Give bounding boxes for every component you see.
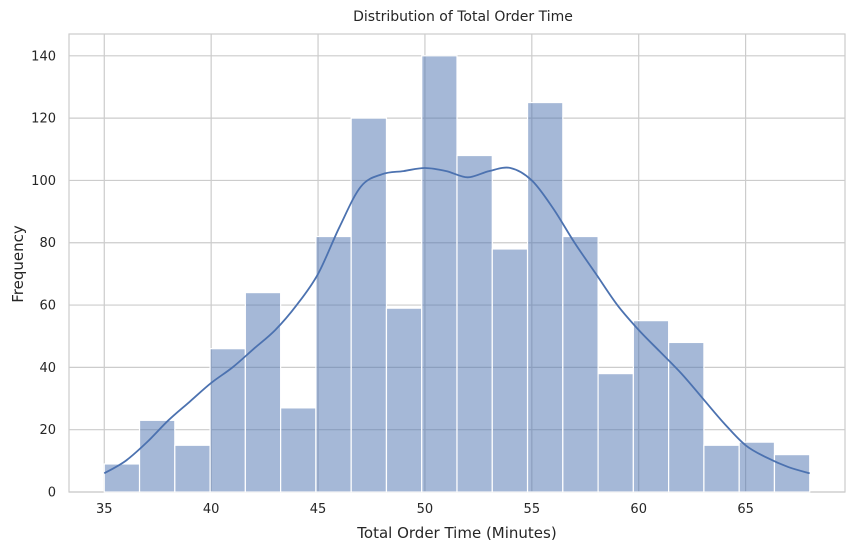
histogram-bar xyxy=(244,291,282,493)
y-tick-label: 80 xyxy=(39,236,56,251)
histogram-bar xyxy=(280,407,317,493)
histogram-bar xyxy=(526,101,564,493)
x-axis-label: Total Order Time (Minutes) xyxy=(356,524,556,542)
histogram-bar xyxy=(703,444,740,493)
histogram-bar xyxy=(209,348,246,493)
y-tick-label: 0 xyxy=(48,486,56,501)
y-tick-label: 40 xyxy=(39,361,56,376)
histogram-bar xyxy=(738,441,776,493)
kde-curve xyxy=(103,166,810,475)
x-tick-label: 35 xyxy=(96,502,113,517)
tick-labels: 0 20 40 60 80 100 120 140 35 40 45 50 55 60 65 xyxy=(31,49,754,517)
x-tick-label: 65 xyxy=(737,502,754,517)
histogram-bar xyxy=(491,248,529,493)
histogram-bars xyxy=(103,55,811,493)
y-tick-label: 60 xyxy=(39,299,56,314)
histogram-bar xyxy=(421,55,458,493)
histogram-bar xyxy=(773,454,811,493)
x-tick-label: 60 xyxy=(630,502,647,517)
y-tick-label: 20 xyxy=(39,423,56,438)
y-tick-label: 140 xyxy=(31,49,56,64)
histogram-bar xyxy=(385,307,423,493)
histogram-bar xyxy=(562,235,599,493)
histogram-bar xyxy=(632,320,670,493)
kde-curve-group xyxy=(103,166,810,475)
histogram-bar xyxy=(174,444,211,493)
histogram-bar xyxy=(597,373,634,493)
x-tick-label: 55 xyxy=(524,502,541,517)
chart-title: Distribution of Total Order Time xyxy=(353,9,573,25)
y-tick-label: 100 xyxy=(31,174,56,189)
x-tick-label: 40 xyxy=(203,502,220,517)
histogram-bar xyxy=(456,154,493,493)
x-tick-label: 50 xyxy=(417,502,434,517)
y-tick-label: 120 xyxy=(31,112,56,127)
y-axis-label: Frequency xyxy=(9,225,27,303)
histogram-bar xyxy=(103,463,141,493)
histogram-bar xyxy=(315,235,352,493)
x-tick-label: 45 xyxy=(310,502,327,517)
